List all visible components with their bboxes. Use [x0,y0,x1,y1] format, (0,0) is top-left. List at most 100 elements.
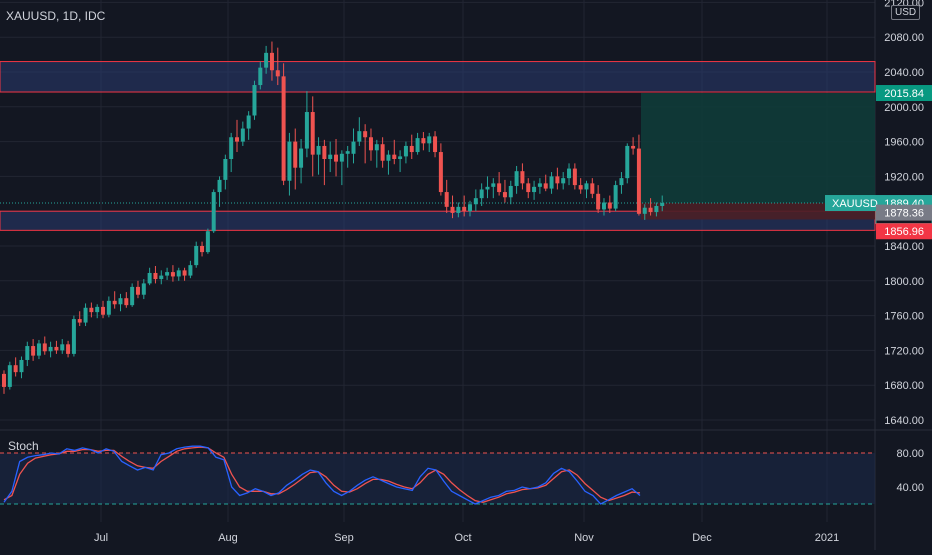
candle-body [211,192,216,232]
candle-body [561,178,566,184]
candle [462,195,467,217]
stoch-indicator-label[interactable]: Stoch [8,439,39,453]
candle-body [502,192,507,198]
candle [299,138,304,184]
candle [543,174,548,192]
price-tick-label: 2080.00 [884,32,924,44]
candle-body [339,153,344,162]
candle [19,356,24,379]
candle-body [450,206,455,213]
zone-rectangle [0,61,876,93]
candle-body [112,300,117,305]
candle-body [106,300,111,315]
candle-body [182,270,187,276]
candle [607,195,612,213]
candle-body [351,141,356,154]
candle-body [380,144,385,161]
candle-body [299,148,304,168]
candle-body [386,154,391,161]
candle-body [648,207,653,213]
candle [31,339,36,361]
candle [339,150,344,186]
candle-body [89,307,94,313]
candle [473,189,478,212]
candle-body [71,319,76,354]
candle [269,41,274,81]
candle [456,202,461,218]
candle [567,163,572,186]
candle-body [176,270,181,277]
candle-body [567,168,572,179]
candle [537,178,542,194]
candle [398,150,403,173]
candle [450,195,455,219]
candle [357,117,362,146]
candle-body [141,283,146,295]
candle [578,178,583,194]
candle-body [497,183,502,193]
candle-body [130,286,135,306]
time-axis[interactable]: Jul Aug Sep Oct Nov Dec 2021 [94,532,839,544]
candle [409,134,414,159]
candle [42,336,47,355]
candle [25,341,30,367]
candle-body [170,272,175,277]
candle-body [479,189,484,199]
candle-body [328,154,333,159]
candle-body [427,136,432,144]
candle [252,80,257,120]
candle [304,91,309,158]
candle [101,300,106,319]
candle [374,139,379,168]
candle-body [194,246,199,266]
candle-body [13,365,18,373]
candle [421,132,426,151]
candle-body [31,346,36,356]
candle [205,228,210,254]
candle-body [508,185,513,198]
symbol-title: XAUUSD, 1D, IDC [6,9,106,23]
candle-body [572,168,577,186]
candle [258,61,263,90]
candle [147,267,152,286]
candle [2,370,6,394]
candlestick-series [2,41,665,394]
candle [491,178,496,199]
candle-body [118,298,123,305]
long-position-tool[interactable] [0,93,875,220]
candle [165,267,170,280]
candle [211,189,216,233]
candle [124,292,129,308]
time-tick-label: Dec [692,532,712,544]
candle-body [240,128,245,142]
candle-body [613,185,618,209]
candle [468,200,472,217]
currency-badge[interactable]: USD [891,5,921,20]
candle-body [205,231,210,253]
candle [106,296,111,318]
candle-body [19,359,24,373]
candle-body [601,202,606,210]
candle-body [25,346,30,360]
candle [625,143,630,184]
candle [642,204,647,220]
candle-body [281,76,286,181]
time-tick-label: Oct [454,532,471,544]
candle [368,128,373,161]
price-badge-text: 1856.96 [884,226,924,238]
candle [514,165,519,194]
stoch-k-line [3,445,641,505]
price-axis[interactable]: 1640.00 1680.00 1720.00 1760.00 1800.00 1840.… [884,0,924,494]
candle-body [124,298,129,306]
candle-body [403,145,408,157]
candle [293,128,298,190]
candle-body [578,185,583,190]
candle-body [491,183,496,187]
candle-body [584,183,589,190]
candle-body [54,346,59,351]
candle [54,340,59,354]
price-tick-label: 1960.00 [884,137,924,149]
